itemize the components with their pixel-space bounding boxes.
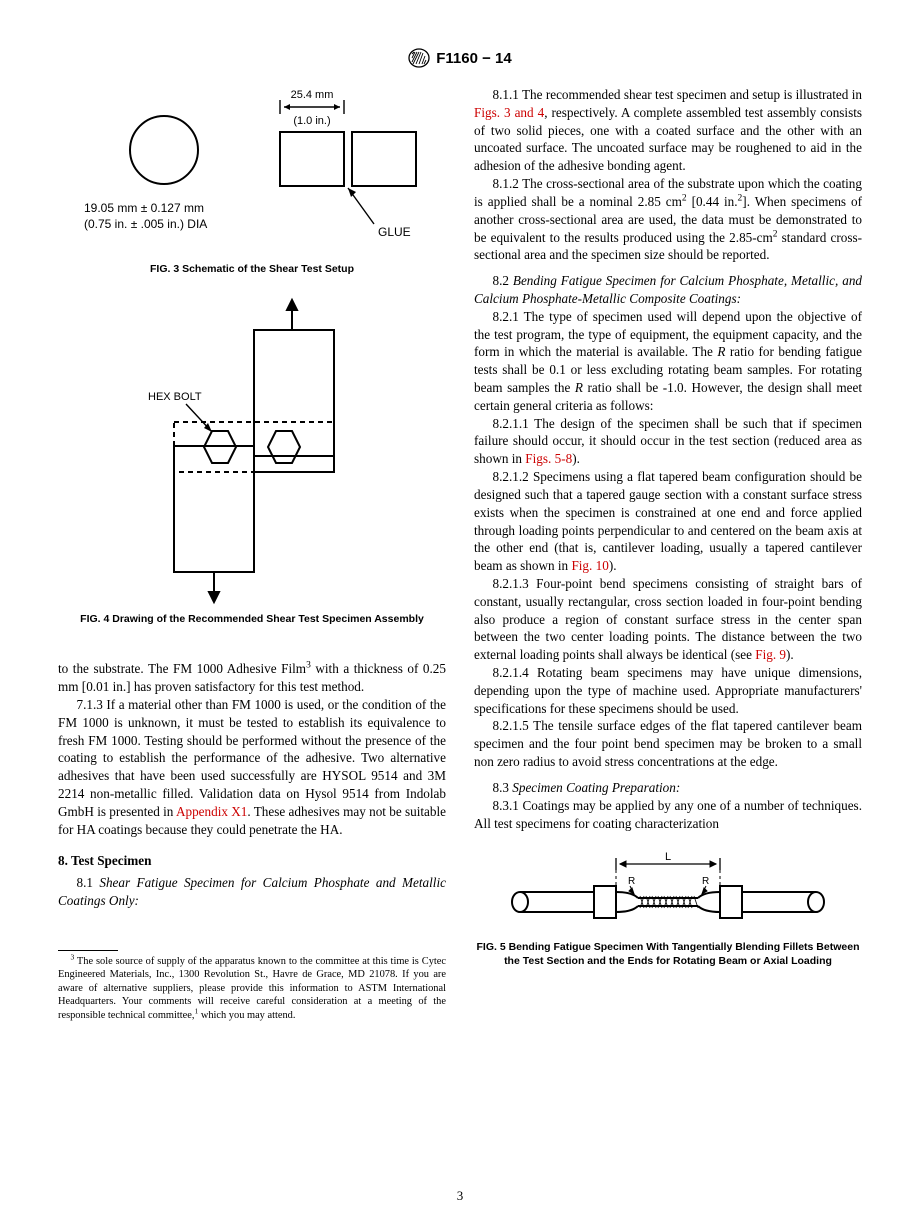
para-713: 7.1.3 If a material other than FM 1000 i…	[58, 696, 446, 839]
figure-4: HEX BOLT FIG. 4 Drawing of the Recommend…	[58, 286, 446, 626]
para-8214: 8.2.1.4 Rotating beam specimens may have…	[474, 664, 862, 717]
right-column: 8.1.1 The recommended shear test specime…	[474, 86, 862, 1022]
footnote-rule	[58, 950, 118, 951]
para-81: 8.1 Shear Fatigue Specimen for Calcium P…	[58, 874, 446, 910]
link-fig-10[interactable]: Fig. 10	[571, 558, 608, 573]
left-body: to the substrate. The FM 1000 Adhesive F…	[58, 660, 446, 910]
left-column: 25.4 mm (1.0 in.) GLUE 19.05 mm ± 0.127 …	[58, 86, 446, 1022]
right-body: 8.1.1 The recommended shear test specime…	[474, 86, 862, 832]
fig5-diagram-icon: L	[498, 850, 838, 936]
fig3-dia2: (0.75 in. ± .005 in.) DIA	[84, 217, 207, 231]
svg-text:R: R	[702, 876, 709, 887]
fig4-caption: FIG. 4 Drawing of the Recommended Shear …	[58, 612, 446, 626]
two-column-layout: 25.4 mm (1.0 in.) GLUE 19.05 mm ± 0.127 …	[58, 86, 862, 1022]
fig3-caption: FIG. 3 Schematic of the Shear Test Setup	[58, 262, 446, 276]
fig5-caption: FIG. 5 Bending Fatigue Specimen With Tan…	[474, 940, 862, 968]
page-number: 3	[0, 1188, 920, 1204]
doc-header: F1160 − 14	[58, 48, 862, 68]
para-8211: 8.2.1.1 The design of the specimen shall…	[474, 415, 862, 468]
para-83: 8.3 Specimen Coating Preparation:	[474, 779, 862, 797]
fig3-dia1: 19.05 mm ± 0.127 mm	[84, 201, 204, 215]
fig3-glue-label: GLUE	[378, 225, 411, 239]
para-812: 8.1.2 The cross-sectional area of the su…	[474, 175, 862, 264]
fig3-dim-mm: 25.4 mm	[291, 89, 334, 101]
para-8212: 8.2.1.2 Specimens using a flat tapered b…	[474, 468, 862, 575]
fig4-diagram-icon: HEX BOLT	[112, 296, 392, 606]
fig3-dim-in: (1.0 in.)	[293, 115, 330, 127]
svg-text:R: R	[628, 876, 635, 887]
para-8213: 8.2.1.3 Four-point bend specimens consis…	[474, 575, 862, 664]
para-811: 8.1.1 The recommended shear test specime…	[474, 86, 862, 175]
para-82: 8.2 Bending Fatigue Specimen for Calcium…	[474, 272, 862, 308]
para-831: 8.3.1 Coatings may be applied by any one…	[474, 797, 862, 833]
para-8215: 8.2.1.5 The tensile surface edges of the…	[474, 717, 862, 770]
link-appendix-x1[interactable]: Appendix X1	[176, 804, 247, 819]
fig3-diagram-icon: 25.4 mm (1.0 in.) GLUE 19.05 mm ± 0.127 …	[72, 86, 432, 256]
figure-3: 25.4 mm (1.0 in.) GLUE 19.05 mm ± 0.127 …	[58, 86, 446, 286]
astm-logo-icon	[408, 48, 430, 68]
link-figs-3-4[interactable]: Figs. 3 and 4	[474, 105, 544, 120]
para-821: 8.2.1 The type of specimen used will dep…	[474, 308, 862, 415]
section-8-heading: 8. Test Specimen	[58, 852, 446, 870]
footnote-3: 3 The sole source of supply of the appar…	[58, 955, 446, 1023]
fig4-hex-label: HEX BOLT	[148, 391, 202, 403]
svg-text:L: L	[665, 851, 671, 863]
figure-5: L	[474, 850, 862, 968]
link-fig-9[interactable]: Fig. 9	[755, 647, 786, 662]
para-continued: to the substrate. The FM 1000 Adhesive F…	[58, 660, 446, 696]
link-figs-5-8[interactable]: Figs. 5-8	[525, 451, 572, 466]
doc-id: F1160 − 14	[436, 50, 511, 67]
